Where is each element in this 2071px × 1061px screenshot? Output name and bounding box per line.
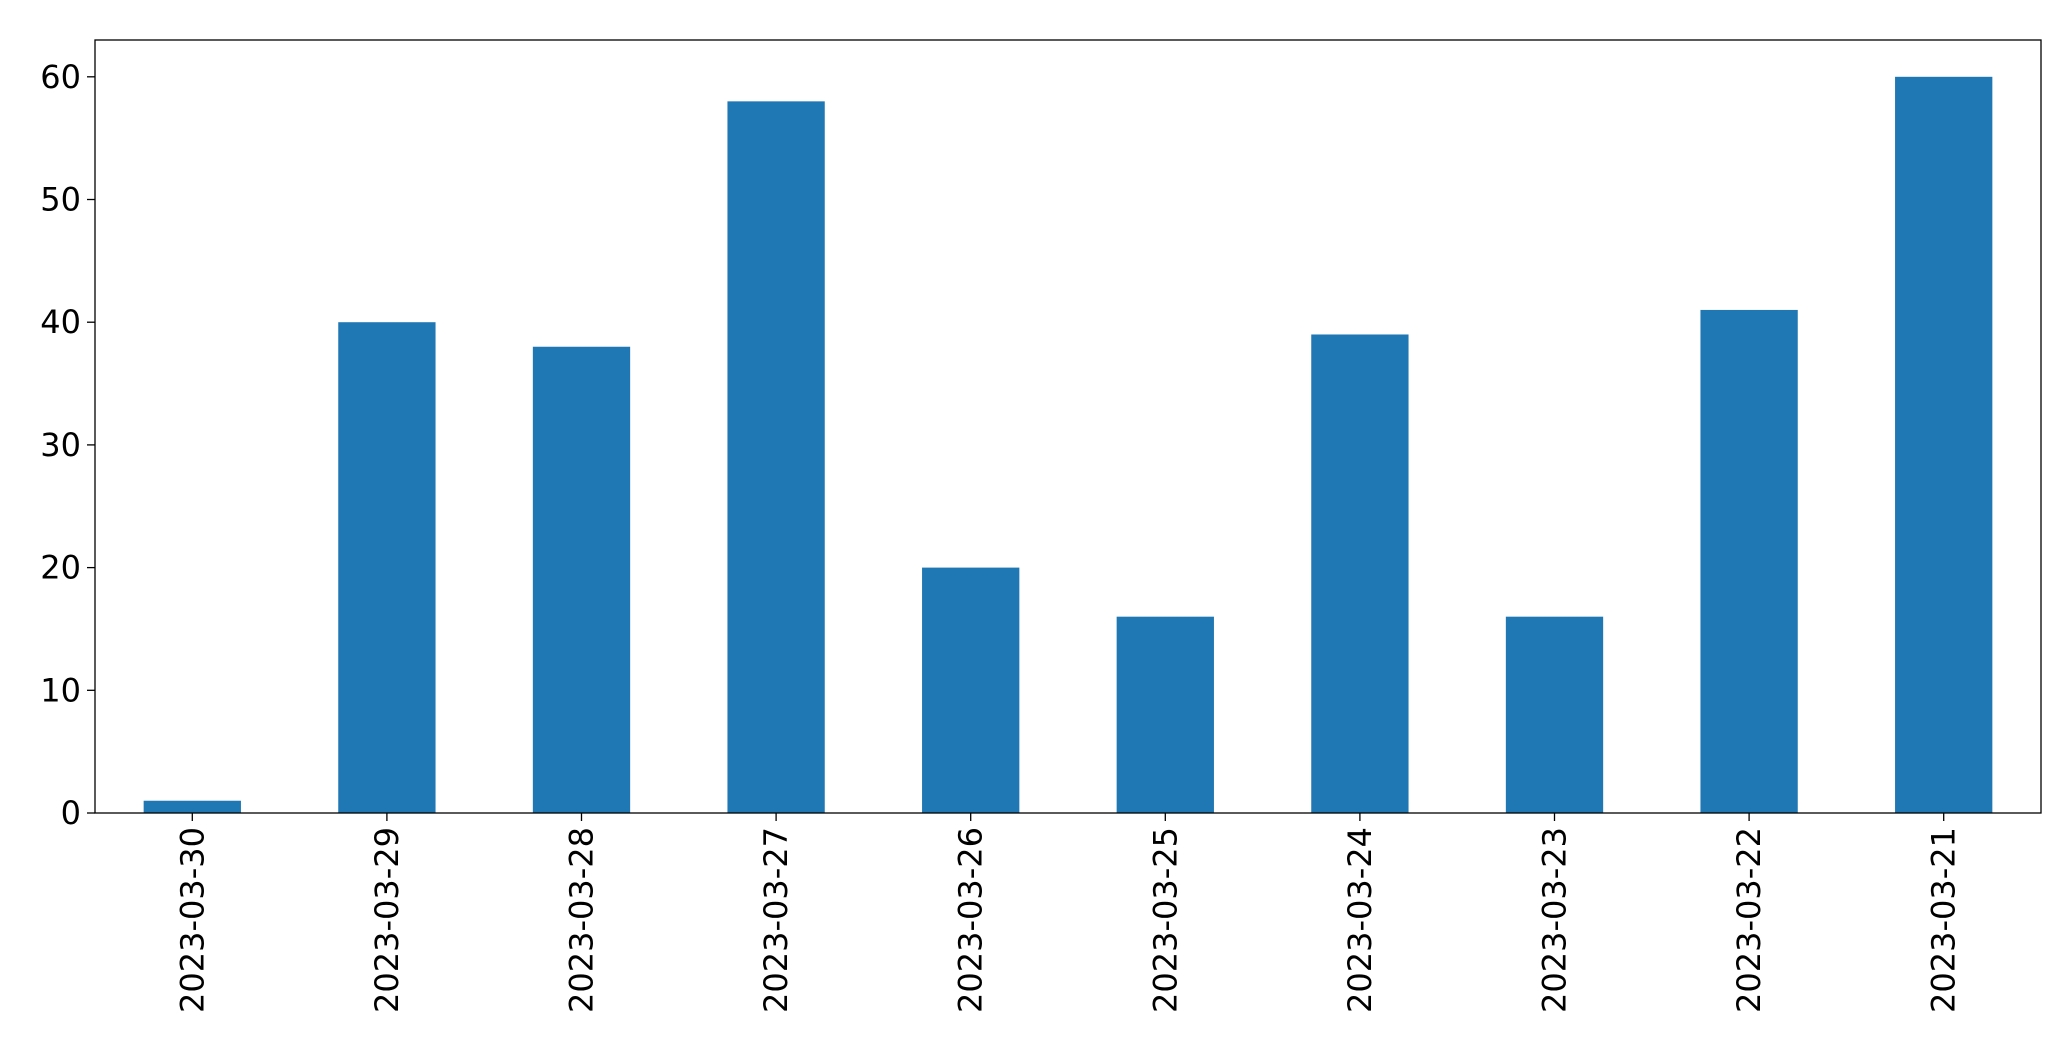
bars-group: [143, 76, 1993, 814]
bar-2023-03-24: [1311, 334, 1409, 813]
y-tick-label: 30: [40, 426, 81, 464]
y-tick-label: 60: [40, 58, 81, 96]
x-tick-label: 2023-03-27: [757, 827, 795, 1013]
x-tick-label: 2023-03-23: [1536, 827, 1574, 1013]
y-axis: 0 10 20 30 40 50 60: [40, 58, 95, 832]
bar-2023-03-29: [338, 322, 436, 813]
bar-2023-03-27: [727, 101, 825, 814]
x-tick-label: 2023-03-28: [563, 827, 601, 1013]
bar-2023-03-22: [1700, 309, 1798, 813]
bar-2023-03-25: [1116, 616, 1214, 813]
x-tick-label: 2023-03-29: [368, 827, 406, 1013]
x-tick-label: 2023-03-26: [952, 827, 990, 1013]
y-tick-label: 20: [40, 549, 81, 587]
bar-2023-03-30: [143, 800, 241, 813]
x-tick-label: 2023-03-24: [1341, 827, 1379, 1013]
x-tick-label: 2023-03-25: [1146, 827, 1184, 1013]
x-tick-label: 2023-03-21: [1925, 827, 1963, 1013]
y-tick-label: 0: [61, 794, 81, 832]
x-tick-label: 2023-03-30: [173, 827, 211, 1013]
x-axis: 2023-03-30 2023-03-29 2023-03-28 2023-03-27…: [173, 813, 1963, 1013]
y-tick-label: 50: [40, 181, 81, 219]
y-tick-label: 40: [40, 303, 81, 341]
x-tick-label: 2023-03-22: [1730, 827, 1768, 1013]
bar-2023-03-26: [922, 567, 1020, 813]
bar-2023-03-21: [1895, 76, 1993, 814]
bar-2023-03-28: [532, 346, 631, 813]
plot-frame: [94, 39, 2042, 814]
y-tick-label: 10: [40, 671, 81, 709]
bar-2023-03-23: [1505, 616, 1604, 813]
